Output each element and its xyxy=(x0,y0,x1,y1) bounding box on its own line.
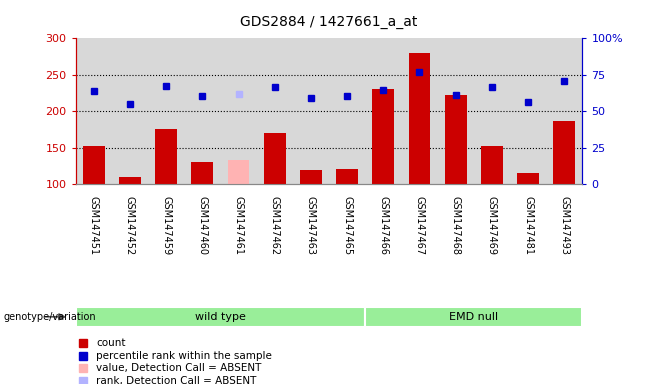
Text: GSM147459: GSM147459 xyxy=(161,197,171,255)
Text: GSM147465: GSM147465 xyxy=(342,197,352,255)
Text: GDS2884 / 1427661_a_at: GDS2884 / 1427661_a_at xyxy=(240,15,418,29)
Text: GSM147452: GSM147452 xyxy=(125,197,135,256)
Text: GSM147466: GSM147466 xyxy=(378,197,388,255)
Text: value, Detection Call = ABSENT: value, Detection Call = ABSENT xyxy=(96,363,261,373)
Text: GSM147461: GSM147461 xyxy=(234,197,243,255)
Text: wild type: wild type xyxy=(195,312,246,322)
Text: GSM147493: GSM147493 xyxy=(559,197,569,255)
Bar xyxy=(481,146,503,184)
Text: GSM147451: GSM147451 xyxy=(89,197,99,255)
Bar xyxy=(228,159,249,184)
FancyBboxPatch shape xyxy=(365,307,582,327)
Text: GSM147481: GSM147481 xyxy=(523,197,533,255)
Text: GSM147469: GSM147469 xyxy=(487,197,497,255)
FancyBboxPatch shape xyxy=(76,307,365,327)
Bar xyxy=(119,177,141,184)
Text: GSM147467: GSM147467 xyxy=(415,197,424,255)
Bar xyxy=(191,162,213,184)
Text: GSM147460: GSM147460 xyxy=(197,197,207,255)
Bar xyxy=(517,174,539,184)
Bar xyxy=(300,170,322,184)
Text: EMD null: EMD null xyxy=(449,312,498,322)
Bar xyxy=(336,169,358,184)
Bar xyxy=(445,95,467,184)
Bar xyxy=(83,146,105,184)
Bar xyxy=(155,129,177,184)
Bar xyxy=(264,133,286,184)
Text: genotype/variation: genotype/variation xyxy=(3,312,96,322)
Text: GSM147462: GSM147462 xyxy=(270,197,280,255)
Bar xyxy=(372,89,394,184)
Bar xyxy=(553,121,575,184)
Bar xyxy=(409,53,430,184)
Text: GSM147468: GSM147468 xyxy=(451,197,461,255)
Text: percentile rank within the sample: percentile rank within the sample xyxy=(96,351,272,361)
Text: GSM147463: GSM147463 xyxy=(306,197,316,255)
Text: count: count xyxy=(96,338,126,348)
Text: rank, Detection Call = ABSENT: rank, Detection Call = ABSENT xyxy=(96,376,257,384)
